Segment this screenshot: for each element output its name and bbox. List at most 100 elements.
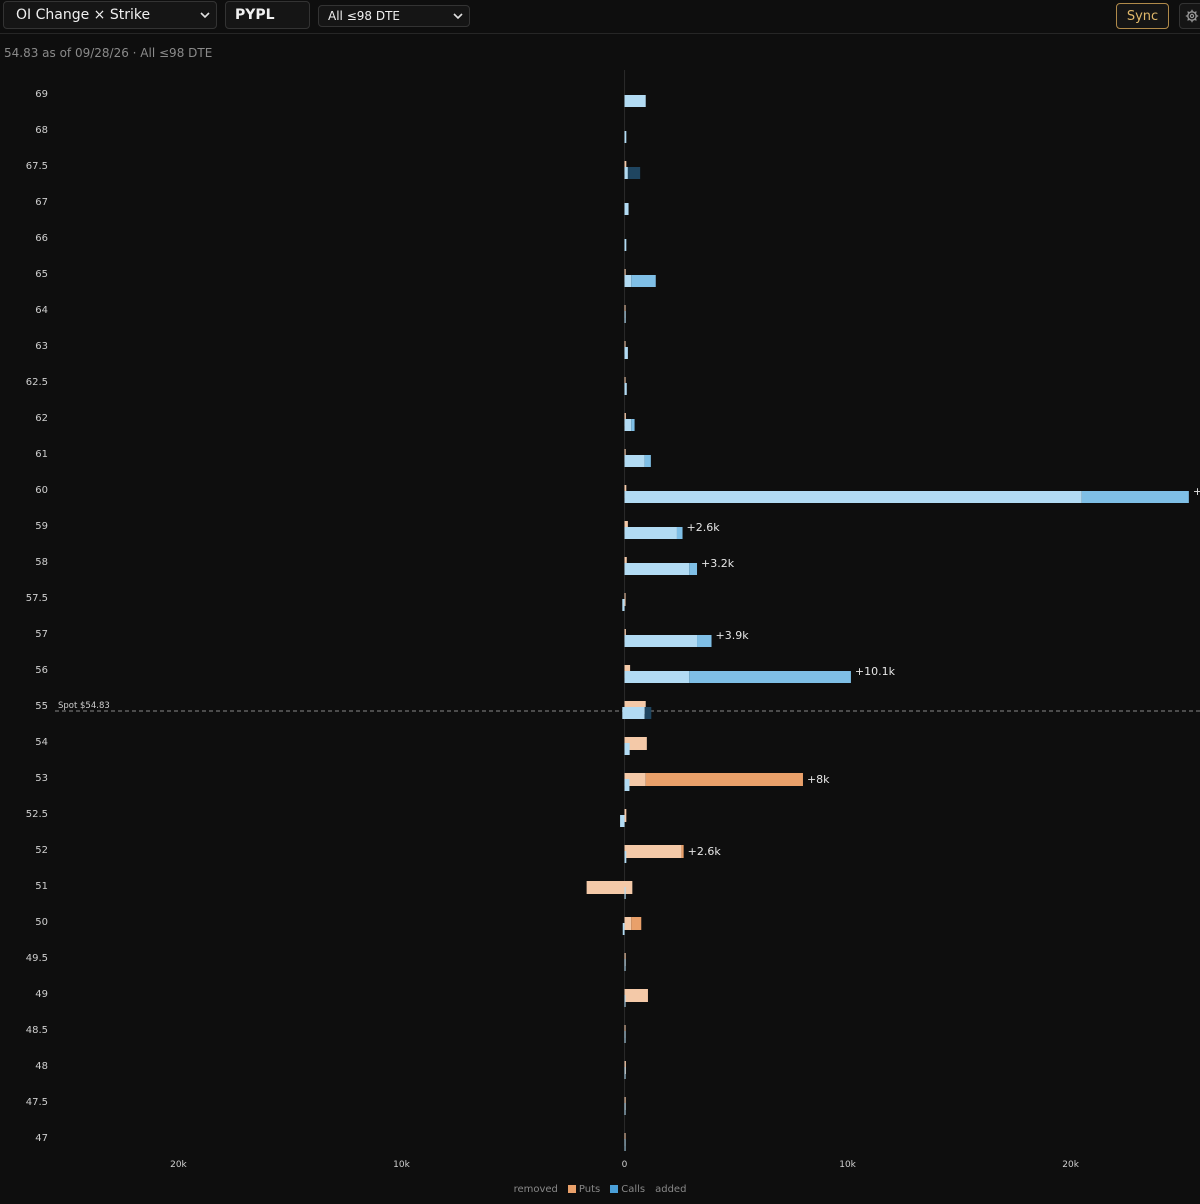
x-tick-label: 10k: [393, 1160, 410, 1170]
call-bar: [624, 1031, 626, 1043]
sync-button[interactable]: Sync: [1116, 3, 1169, 29]
toolbar: OI Change × Strike PYPL All ≤98 DTE Sync: [0, 0, 1200, 34]
strike-label: 59: [35, 521, 48, 532]
call-bar: [624, 95, 646, 107]
strike-label: 66: [35, 233, 48, 244]
call-bar: [622, 923, 625, 935]
strike-label: 52: [35, 845, 48, 856]
put-bar: [624, 845, 682, 858]
put-bar: [624, 989, 648, 1002]
call-bar: [1081, 491, 1189, 503]
strike-label: 65: [35, 269, 48, 280]
put-bar: [624, 593, 626, 606]
call-bar: [622, 707, 645, 719]
view-select[interactable]: OI Change × Strike: [3, 1, 217, 29]
legend-calls-label: Calls: [621, 1184, 646, 1195]
call-bar: [624, 1103, 626, 1115]
call-bar: [624, 311, 626, 323]
bar-value-label: +: [1193, 485, 1200, 498]
settings-button[interactable]: [1179, 3, 1200, 29]
sync-button-label: Sync: [1126, 8, 1159, 24]
call-bar: [624, 779, 630, 791]
call-bar: [624, 383, 627, 395]
strike-label: 62: [35, 413, 48, 424]
call-bar: [624, 959, 626, 971]
call-bar: [624, 167, 628, 179]
put-bar: [645, 773, 803, 786]
call-bar: [624, 527, 677, 539]
put-bar: [631, 917, 642, 930]
legend-puts-label: Puts: [578, 1184, 601, 1195]
call-bar: [676, 527, 683, 539]
strike-label: 48: [35, 1061, 48, 1072]
strike-label: 60: [35, 485, 48, 496]
x-tick-label: 20k: [1062, 1160, 1079, 1170]
call-bar: [620, 815, 625, 827]
x-tick-label: 20k: [170, 1160, 187, 1170]
ticker-input[interactable]: PYPL: [225, 1, 310, 29]
strike-label: 67.5: [26, 161, 48, 172]
legend-calls: Calls: [610, 1184, 645, 1204]
legend-removed: removed: [513, 1184, 558, 1195]
spot-label: Spot $54.83: [58, 701, 110, 711]
dte-select[interactable]: All ≤98 DTE: [318, 5, 470, 27]
strike-label: 54: [35, 737, 48, 748]
chevron-down-icon: [453, 13, 463, 20]
call-bar: [644, 455, 651, 467]
strike-label: 63: [35, 341, 48, 352]
put-bar: [624, 773, 646, 786]
strike-label: 62.5: [26, 377, 48, 388]
call-bar: [627, 167, 641, 179]
chart-subtitle: 54.83 as of 09/28/26 · All ≤98 DTE: [4, 46, 213, 60]
call-bar: [697, 635, 712, 647]
call-bar: [624, 851, 627, 863]
bar-value-label: +2.6k: [687, 521, 721, 534]
strike-label: 64: [35, 305, 48, 316]
call-bar: [631, 275, 656, 287]
bar-value-label: +3.2k: [701, 557, 735, 570]
chevron-down-icon: [200, 12, 210, 19]
x-tick-label: 10k: [839, 1160, 856, 1170]
strike-label: 57: [35, 629, 48, 640]
call-bar: [624, 347, 628, 359]
call-bar: [624, 887, 626, 899]
oi-change-chart: 69 68 67.5 67 66 65 64 63 62.5 62 61 60 59 58 57.5 57 56…: [26, 70, 1200, 1170]
call-bar: [624, 131, 627, 143]
put-bar: [624, 737, 647, 750]
call-bar: [624, 563, 690, 575]
strike-label: 68: [35, 125, 48, 136]
put-bar: [681, 845, 684, 858]
chart-legend: removed Puts Calls added: [0, 1184, 1200, 1204]
strike-label: 56: [35, 665, 48, 676]
strike-label: 50: [35, 917, 48, 928]
legend-puts: Puts: [567, 1184, 601, 1204]
legend-added: added: [655, 1184, 687, 1195]
dte-select-label: All ≤98 DTE: [328, 9, 400, 23]
strike-label: 49.5: [26, 953, 48, 964]
call-bar: [624, 1067, 626, 1079]
call-bar: [689, 671, 851, 683]
call-bar: [624, 455, 645, 467]
put-bar: [624, 809, 627, 822]
strike-label: 47.5: [26, 1097, 48, 1108]
call-bar: [624, 1139, 626, 1151]
bar-value-label: +10.1k: [855, 665, 896, 678]
call-bar: [624, 419, 632, 431]
call-bar: [624, 239, 627, 251]
call-bar: [624, 635, 698, 647]
put-bar: [586, 881, 633, 894]
strike-label: 69: [35, 89, 48, 100]
call-bar: [644, 707, 652, 719]
strike-label: 49: [35, 989, 48, 1000]
call-bar: [624, 491, 1082, 503]
bar-value-label: +3.9k: [716, 629, 750, 642]
call-bar: [689, 563, 698, 575]
strike-label: 55: [35, 701, 48, 712]
strike-label: 53: [35, 773, 48, 784]
strike-label: 61: [35, 449, 48, 460]
strike-label: 48.5: [26, 1025, 48, 1036]
view-select-label: OI Change × Strike: [16, 7, 151, 23]
call-bar: [624, 671, 690, 683]
strike-label: 47: [35, 1133, 48, 1144]
put-bar: [624, 917, 632, 930]
